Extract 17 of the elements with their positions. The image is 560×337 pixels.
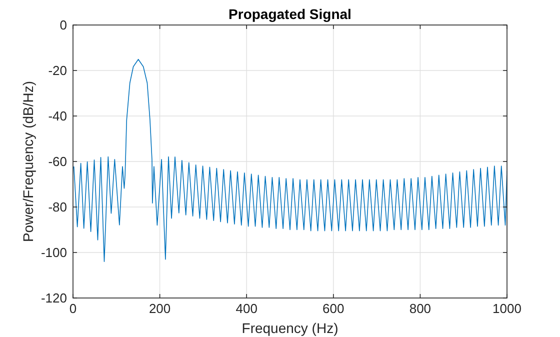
y-tick-label: -60 bbox=[48, 154, 67, 170]
y-axis-title: Power/Frequency (dB/Hz) bbox=[20, 80, 36, 242]
x-axis-title: Frequency (Hz) bbox=[242, 320, 338, 336]
y-tick-label: -100 bbox=[40, 245, 67, 260]
line-series bbox=[73, 58, 507, 262]
y-tick-label: -80 bbox=[48, 200, 67, 215]
y-tick-label: -20 bbox=[48, 63, 67, 78]
y-tick-label: -40 bbox=[48, 108, 67, 124]
x-tick-label: 400 bbox=[236, 301, 258, 316]
x-tick-label: 200 bbox=[148, 301, 171, 316]
y-tick-label: -120 bbox=[40, 290, 67, 306]
x-tick-label: 0 bbox=[69, 301, 77, 316]
x-tick-label: 600 bbox=[322, 301, 344, 316]
y-tick-label: 0 bbox=[60, 18, 67, 33]
x-tick-label: 1000 bbox=[492, 301, 522, 316]
chart-title: Propagated Signal bbox=[228, 6, 352, 22]
x-tick-label: 800 bbox=[409, 301, 432, 316]
